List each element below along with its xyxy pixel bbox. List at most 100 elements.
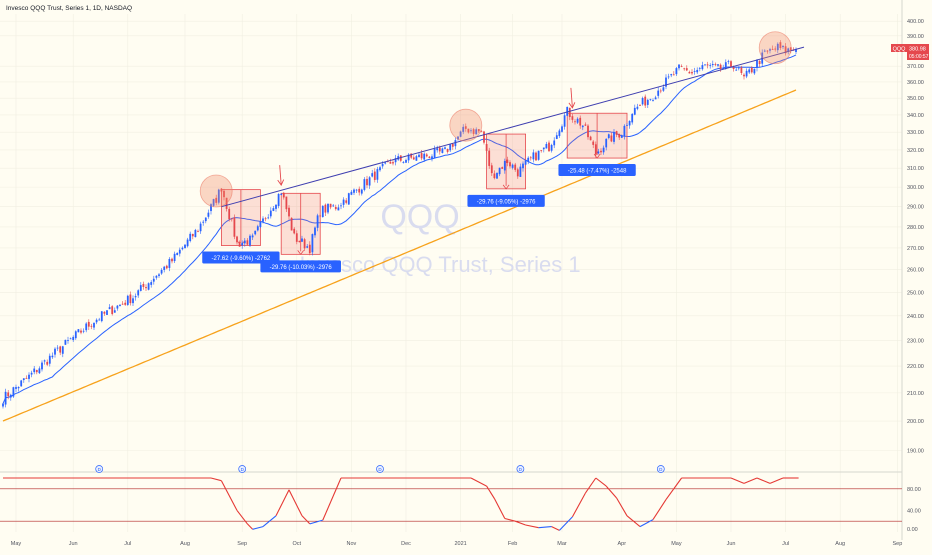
drawdown-label[interactable]: -29.76 (-9.05%) -2976	[477, 199, 536, 205]
price-tick-label[interactable]: 350.00	[907, 96, 924, 102]
price-tick-label[interactable]: 200.00	[907, 419, 924, 425]
candle-body	[311, 234, 314, 253]
price-tick-label[interactable]: 400.00	[907, 19, 924, 25]
candle-body	[87, 321, 90, 327]
price-tick-label[interactable]: 390.00	[907, 34, 924, 40]
time-tick-label[interactable]: Oct	[293, 541, 302, 547]
candle-body	[420, 153, 423, 159]
price-tick-label[interactable]: 370.00	[907, 64, 924, 70]
highlight-circle[interactable]	[199, 174, 233, 208]
time-tick-label[interactable]: Sep	[893, 541, 903, 547]
price-tick-label[interactable]: 320.00	[907, 148, 924, 154]
osc-tick-label[interactable]: 40.00	[907, 508, 921, 514]
price-tick-label[interactable]: 360.00	[907, 80, 924, 86]
price-tick-label[interactable]: 280.00	[907, 225, 924, 231]
candle-body	[509, 162, 511, 167]
drawdown-boxes[interactable]: -27.62 (-9.60%) -2762 -29.76 (-10.03%) -2…	[202, 112, 636, 273]
trendline[interactable]	[221, 46, 805, 208]
time-tick-label[interactable]: 2021	[454, 541, 466, 547]
candle-body	[587, 125, 589, 138]
time-tick-label[interactable]: Jun	[69, 541, 78, 547]
time-tick-label[interactable]: Aug	[180, 541, 190, 547]
candle-body	[485, 144, 488, 151]
down-arrow-shaft[interactable]	[279, 165, 282, 186]
candle-body	[256, 226, 259, 231]
candle-body	[191, 233, 194, 237]
price-tick-label[interactable]: 340.00	[907, 113, 924, 119]
time-tick-label[interactable]: May	[671, 541, 682, 547]
dividend-marker[interactable]	[376, 465, 384, 473]
time-tick-label[interactable]: Jul	[124, 541, 131, 547]
price-tick-label[interactable]: 300.00	[907, 185, 924, 191]
price-tick-label[interactable]: 210.00	[907, 391, 924, 397]
dividend-marker[interactable]	[238, 465, 247, 473]
price-tick-label[interactable]: 270.00	[907, 246, 924, 252]
drawdown-label-bg[interactable]	[202, 251, 280, 264]
candle-body	[67, 340, 69, 341]
candle-body	[124, 302, 127, 305]
drawdown-label-bg[interactable]	[260, 260, 341, 273]
drawdown-label[interactable]: -27.62 (-9.60%) -2762	[212, 256, 271, 262]
drawings[interactable]	[199, 31, 805, 208]
candle-body	[340, 205, 342, 207]
candle-body	[399, 155, 402, 161]
candle-body	[17, 387, 20, 389]
symbol-title[interactable]: Invesco QQQ Trust, Series 1, 1D, NASDAQ	[6, 5, 132, 12]
price-tick-label[interactable]: 260.00	[907, 268, 924, 274]
time-tick-label[interactable]: May	[11, 541, 22, 547]
candle-body	[743, 74, 745, 77]
time-axis[interactable]: May Jun Jul Aug Sep Oct Nov Dec 2021 Feb Mar Apr May…	[11, 541, 932, 547]
price-tick-label[interactable]: 230.00	[907, 338, 924, 344]
candle-body	[233, 217, 236, 237]
candle-body	[776, 43, 779, 51]
candle-body	[615, 131, 618, 135]
drawdown-label[interactable]: -29.76 (-10.03%) -2976	[270, 265, 333, 271]
down-arrow-shaft[interactable]	[570, 87, 573, 108]
time-tick-label[interactable]: Sep	[237, 541, 247, 547]
price-tick-label[interactable]: 330.00	[907, 130, 924, 136]
time-tick-label[interactable]: Jul	[782, 541, 789, 547]
time-tick-label[interactable]: Jun	[727, 541, 736, 547]
price-tick-label[interactable]: 190.00	[907, 449, 924, 455]
dividend-marker[interactable]	[656, 465, 665, 473]
highlight-circle[interactable]	[758, 31, 792, 65]
candle-body	[542, 147, 545, 150]
candle-body	[719, 64, 722, 70]
time-tick-label[interactable]: Apr	[618, 541, 627, 547]
candle-body	[680, 65, 683, 67]
candle-body	[46, 361, 49, 365]
candle-body	[784, 46, 787, 54]
price-tick-label[interactable]: 250.00	[907, 290, 924, 296]
candle-body	[732, 67, 735, 69]
candle-body	[176, 252, 179, 256]
drawdown-label[interactable]: -25.48 (-7.47%) -2548	[568, 169, 627, 175]
price-tick-label[interactable]: 240.00	[907, 314, 924, 320]
candle-body	[173, 253, 176, 262]
time-tick-label[interactable]: Nov	[347, 541, 357, 547]
price-tick-label[interactable]: 220.00	[907, 364, 924, 370]
price-axis[interactable]: 190.00 200.00 210.00 220.00 230.00 240.00 250.…	[907, 19, 924, 533]
candle-body	[667, 76, 670, 78]
osc-tick-label[interactable]: 0.00	[907, 527, 918, 533]
candle-body	[171, 258, 173, 262]
price-tick-label[interactable]: 310.00	[907, 166, 924, 172]
dividend-marker[interactable]	[516, 465, 525, 473]
dividend-marker[interactable]	[95, 465, 104, 473]
candle-body	[740, 67, 743, 74]
drawdown-label-bg[interactable]	[558, 164, 636, 177]
moving-averages	[2, 54, 797, 422]
candle-body	[360, 189, 363, 194]
time-tick-label[interactable]: Aug	[835, 541, 845, 547]
highlight-circle[interactable]	[449, 108, 483, 142]
time-tick-label[interactable]: Feb	[508, 541, 517, 547]
price-tick-label[interactable]: 290.00	[907, 205, 924, 211]
candle-body	[269, 210, 272, 217]
time-tick-label[interactable]: Mar	[557, 541, 567, 547]
drawdown-label-bg[interactable]	[467, 194, 545, 207]
time-tick-label[interactable]: Dec	[401, 541, 411, 547]
osc-line-segment	[595, 477, 607, 487]
candle-body	[571, 116, 574, 120]
osc-tick-label[interactable]: 80.00	[907, 487, 921, 493]
